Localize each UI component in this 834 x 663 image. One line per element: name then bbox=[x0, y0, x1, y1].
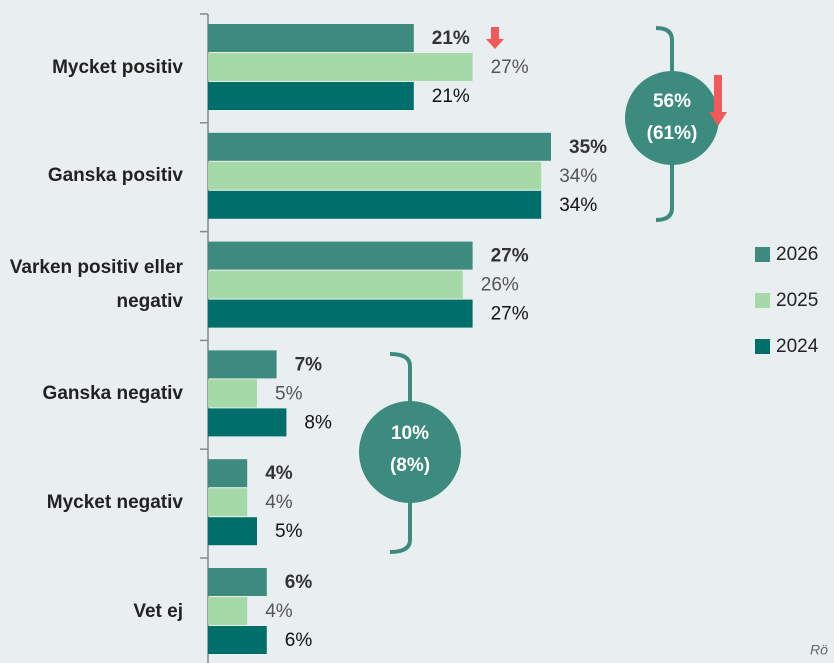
bar bbox=[208, 488, 248, 517]
bar bbox=[208, 379, 257, 408]
bar bbox=[208, 459, 248, 488]
bar bbox=[208, 161, 542, 190]
bar bbox=[208, 24, 414, 52]
bar bbox=[208, 626, 267, 654]
value-label: 21% bbox=[432, 28, 470, 49]
bar bbox=[208, 350, 277, 379]
bubble bbox=[359, 401, 461, 503]
value-label: 6% bbox=[285, 630, 313, 651]
category-label: Varken positiv eller negativ bbox=[9, 257, 183, 313]
value-label: 27% bbox=[491, 304, 529, 325]
bubble-value: 56% bbox=[653, 91, 691, 112]
bar bbox=[208, 568, 267, 596]
category-label: Mycket positiv bbox=[52, 56, 183, 78]
value-label: 4% bbox=[265, 463, 293, 484]
value-label: 34% bbox=[559, 195, 597, 216]
bubble bbox=[625, 71, 719, 165]
value-label: 27% bbox=[491, 246, 529, 267]
value-label: 5% bbox=[275, 383, 303, 404]
bar bbox=[208, 132, 551, 161]
bar bbox=[208, 190, 542, 219]
bar bbox=[208, 53, 473, 81]
value-label: 8% bbox=[304, 412, 332, 433]
value-label: 4% bbox=[265, 601, 293, 622]
legend-label: 2024 bbox=[776, 336, 819, 357]
bar bbox=[208, 597, 248, 625]
bar bbox=[208, 82, 414, 110]
bar bbox=[208, 408, 287, 437]
value-label: 34% bbox=[559, 166, 597, 187]
value-label: 6% bbox=[285, 572, 313, 593]
bar bbox=[208, 517, 257, 546]
bubble-value: 10% bbox=[391, 423, 429, 444]
category-label: Mycket negativ bbox=[46, 491, 183, 513]
note: Rö bbox=[810, 642, 828, 658]
bubble-previous: (8%) bbox=[390, 455, 430, 476]
category-label: Vet ej bbox=[133, 600, 183, 622]
value-label: 5% bbox=[275, 521, 303, 542]
down-arrow bbox=[709, 75, 727, 126]
category-label: Ganska negativ bbox=[42, 382, 183, 404]
value-label: 26% bbox=[481, 275, 519, 296]
legend-swatch bbox=[755, 293, 770, 308]
bar bbox=[208, 241, 473, 270]
value-label: 27% bbox=[491, 57, 529, 78]
legend-swatch bbox=[755, 247, 770, 262]
bar bbox=[208, 270, 463, 299]
legend-label: 2026 bbox=[776, 244, 818, 265]
value-label: 21% bbox=[432, 86, 470, 107]
value-label: 7% bbox=[295, 354, 323, 375]
legend-swatch bbox=[755, 339, 770, 354]
value-label: 35% bbox=[569, 137, 607, 158]
legend-label: 2025 bbox=[776, 290, 818, 311]
category-label: Ganska positiv bbox=[47, 165, 183, 187]
value-label: 4% bbox=[265, 492, 293, 513]
down-arrow bbox=[486, 27, 504, 49]
bar bbox=[208, 299, 473, 328]
bubble-previous: (61%) bbox=[647, 123, 698, 144]
